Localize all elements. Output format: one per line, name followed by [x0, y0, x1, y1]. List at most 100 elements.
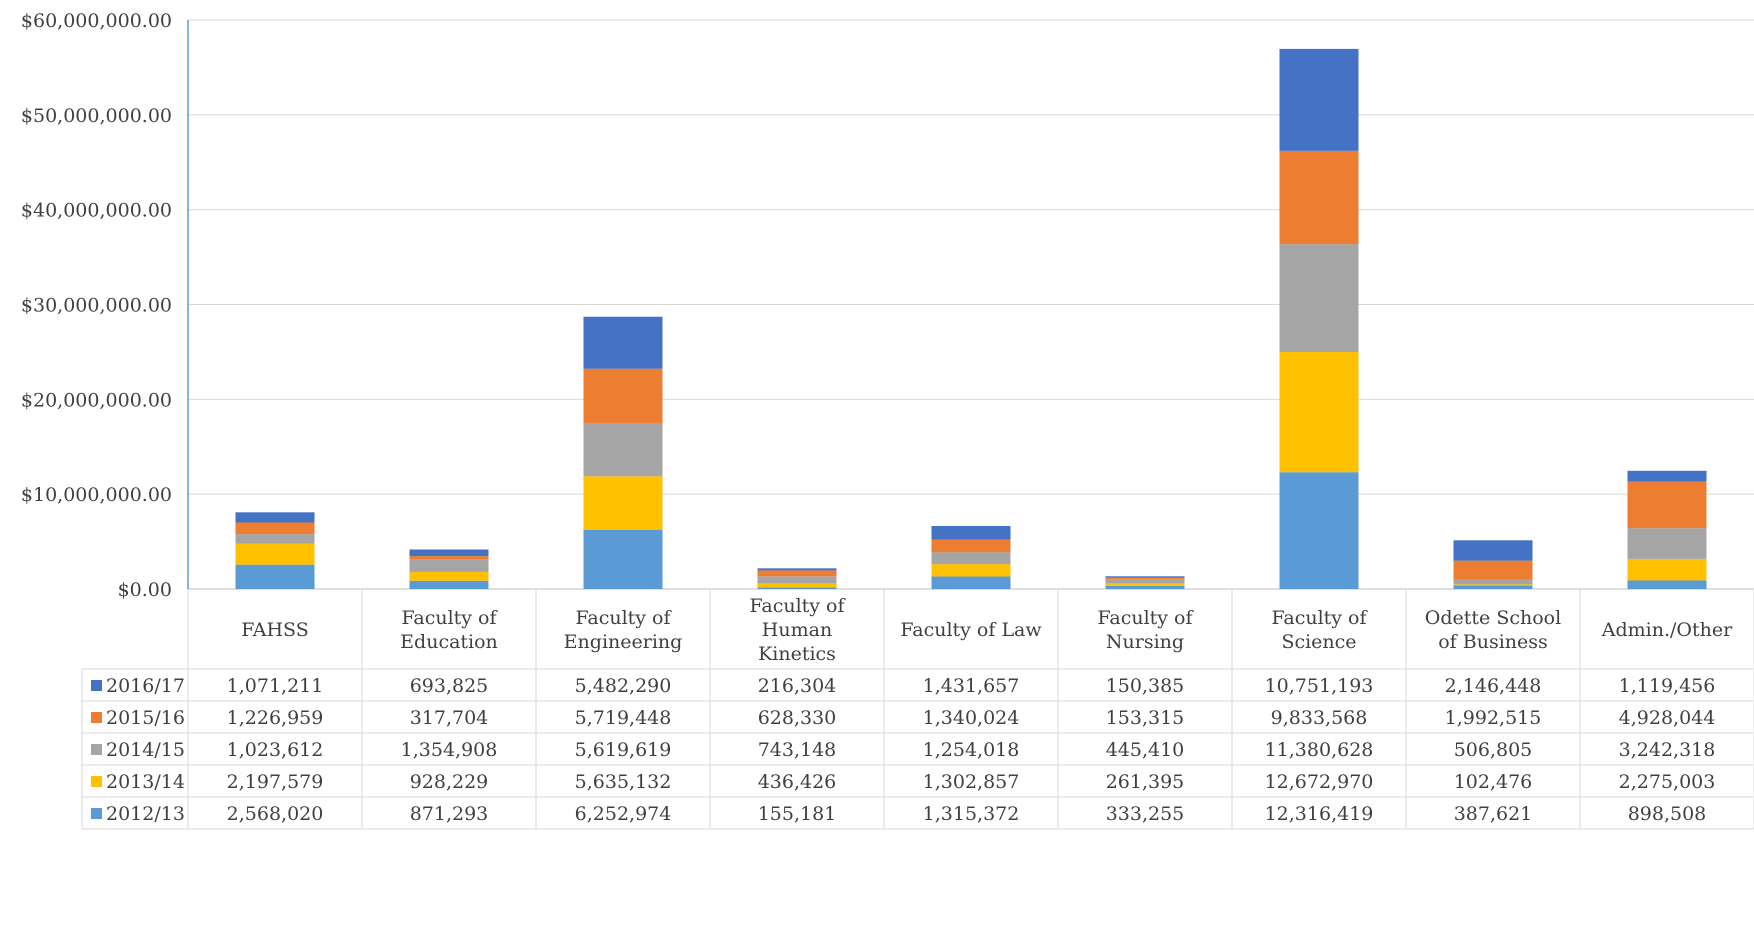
- bar-segment: [409, 549, 489, 557]
- table-cell-value: 4,928,044: [1619, 707, 1716, 729]
- bar-segment: [583, 316, 663, 369]
- bar-segment: [409, 580, 489, 589]
- bar-segment: [931, 525, 1011, 540]
- table-cell-value: 2,146,448: [1445, 675, 1542, 697]
- table-cell-value: 12,672,970: [1265, 771, 1374, 793]
- bar-segment: [1279, 48, 1359, 151]
- bar-segment: [931, 564, 1011, 577]
- bar-segment: [931, 552, 1011, 565]
- bar-segment: [409, 571, 489, 581]
- table-cell-value: 261,395: [1106, 771, 1185, 793]
- legend-swatch: [91, 808, 102, 819]
- table-cell-value: 2,275,003: [1619, 771, 1716, 793]
- table-cell-value: 1,354,908: [401, 739, 498, 761]
- bar-segment: [1105, 577, 1185, 580]
- bar-segment: [1453, 560, 1533, 580]
- bar-segment: [1279, 244, 1359, 353]
- bar-segment: [757, 570, 837, 577]
- table-cell-value: 2,568,020: [227, 803, 324, 825]
- y-tick-label: $30,000,000.00: [21, 295, 172, 317]
- category-label: Faculty of Science: [1271, 607, 1368, 653]
- bar-segment: [757, 587, 837, 589]
- bar-segment: [583, 476, 663, 530]
- legend-entry: 2016/17: [106, 675, 185, 697]
- category-label: Faculty of Law: [900, 619, 1042, 641]
- y-tick-label: $10,000,000.00: [21, 484, 172, 506]
- category-label: Faculty of Engineering: [564, 607, 683, 653]
- legend-entry: 2013/14: [106, 771, 185, 793]
- legend-swatch: [91, 776, 102, 787]
- bar-segment: [1279, 472, 1359, 589]
- legend-swatch: [91, 744, 102, 755]
- table-cell-value: 216,304: [758, 675, 837, 697]
- data-table: FAHSS Faculty of Education Faculty of Engine…: [81, 589, 1754, 830]
- category-label: FAHSS: [241, 619, 309, 641]
- table-cell-value: 5,719,448: [575, 707, 672, 729]
- table-cell-value: 9,833,568: [1271, 707, 1368, 729]
- y-tick-label: $0.00: [118, 579, 172, 601]
- bar-segment: [409, 559, 489, 572]
- y-axis-tick-labels: $0.00 $10,000,000.00 $20,000,000.00 $30,000…: [21, 10, 172, 601]
- gridlines: [188, 19, 1754, 590]
- table-cell-value: 3,242,318: [1619, 739, 1716, 761]
- legend-swatch: [91, 712, 102, 723]
- legend-entry: 2012/13: [106, 803, 185, 825]
- bar-segment: [583, 368, 663, 423]
- bar-segment: [1627, 580, 1707, 589]
- y-tick-label: $20,000,000.00: [21, 389, 172, 411]
- y-tick-label: $50,000,000.00: [21, 105, 172, 127]
- table-cell-value: 5,482,290: [575, 675, 672, 697]
- table-cell-value: 387,621: [1454, 803, 1533, 825]
- table-cell-value: 1,992,515: [1445, 707, 1542, 729]
- table-cell-value: 445,410: [1106, 739, 1185, 761]
- category-label: Odette School of Business: [1425, 607, 1561, 653]
- bar-segment: [1453, 584, 1533, 586]
- table-cell-value: 317,704: [410, 707, 489, 729]
- table-cell-value: 1,431,657: [923, 675, 1020, 697]
- bar-segment: [235, 543, 315, 565]
- table-cell-value: 102,476: [1454, 771, 1533, 793]
- y-tick-label: $40,000,000.00: [21, 200, 172, 222]
- bar-segment: [931, 539, 1011, 553]
- bar-segment: [1105, 576, 1185, 578]
- bar-segment: [409, 556, 489, 560]
- table-cell-value: 928,229: [410, 771, 489, 793]
- table-cell-value: 5,619,619: [575, 739, 672, 761]
- bar-segment: [757, 568, 837, 571]
- bar-segment: [1279, 352, 1359, 473]
- bar-segment: [1453, 579, 1533, 585]
- bar-segment: [583, 422, 663, 477]
- bar-segment: [235, 522, 315, 535]
- bar-segment: [1627, 470, 1707, 482]
- bar-segment: [931, 576, 1011, 589]
- legend-entry: 2015/16: [106, 707, 185, 729]
- y-tick-label: $60,000,000.00: [21, 10, 172, 32]
- table-cell-value: 6,252,974: [575, 803, 672, 825]
- table-cell-value: 871,293: [410, 803, 489, 825]
- bars: [235, 48, 1707, 589]
- table-cell-value: 155,181: [758, 803, 837, 825]
- table-cell-value: 2,197,579: [227, 771, 324, 793]
- category-label: Admin./Other: [1601, 619, 1733, 641]
- category-label: Faculty of Nursing: [1097, 607, 1194, 653]
- bar-segment: [1105, 579, 1185, 584]
- bar-segment: [235, 534, 315, 544]
- bar-segment: [1627, 528, 1707, 559]
- table-cell-value: 12,316,419: [1265, 803, 1374, 825]
- bar-segment: [1279, 150, 1359, 245]
- table-cell-value: 1,340,024: [923, 707, 1020, 729]
- table-cell-value: 1,254,018: [923, 739, 1020, 761]
- table-cell-value: 506,805: [1454, 739, 1533, 761]
- table-cell-value: 898,508: [1628, 803, 1707, 825]
- table-cell-value: 153,315: [1106, 707, 1185, 729]
- bar-segment: [1627, 481, 1707, 529]
- table-cell-value: 1,023,612: [227, 739, 324, 761]
- table-cell-value: 628,330: [758, 707, 837, 729]
- table-cell-value: 5,635,132: [575, 771, 672, 793]
- bar-segment: [1105, 585, 1185, 589]
- bar-segment: [583, 529, 663, 589]
- bar-segment: [235, 564, 315, 589]
- table-cell-value: 1,315,372: [923, 803, 1020, 825]
- table-cell-value: 1,302,857: [923, 771, 1020, 793]
